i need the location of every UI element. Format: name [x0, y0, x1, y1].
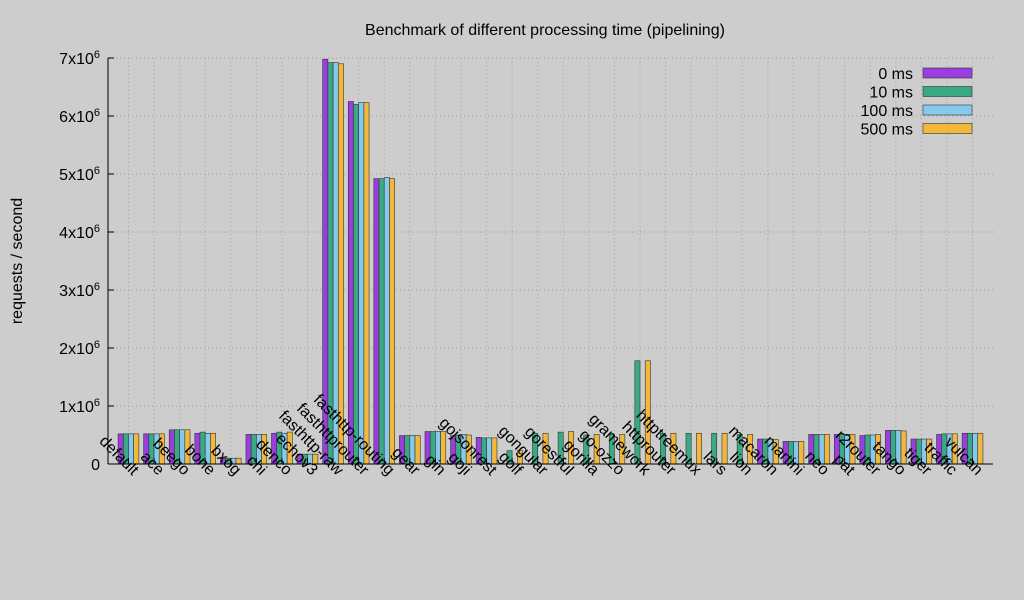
y-tick-label: 1x106 [59, 397, 100, 416]
y-tick-label: 5x106 [59, 165, 100, 184]
y-axis-label: requests / second [9, 198, 26, 324]
bar-fasthttp-routing-0ms [373, 178, 380, 465]
y-tick-label: 3x106 [59, 281, 100, 300]
y-tick-label: 4x106 [59, 223, 100, 242]
legend-label: 0 ms [878, 66, 913, 83]
chart-title: Benchmark of different processing time (… [365, 22, 725, 39]
y-tick-label: 2x106 [59, 339, 100, 358]
y-tick-exponent: 6 [94, 107, 100, 119]
y-tick-label: 0 [91, 457, 100, 474]
bar-fasthttp-raw-500ms [337, 63, 344, 465]
y-tick-label: 7x106 [59, 49, 100, 68]
bar-fasthttprouter-500ms [363, 102, 370, 465]
plot-frame [107, 58, 993, 465]
y-tick-exponent: 6 [94, 223, 100, 235]
bars [117, 58, 984, 465]
y-tick-exponent: 6 [94, 397, 100, 409]
legend-swatch [922, 104, 973, 116]
y-tick-exponent: 6 [94, 165, 100, 177]
legend-label: 10 ms [869, 85, 913, 102]
bar-fasthttprouter-10ms [353, 104, 359, 465]
y-tick-exponent: 6 [94, 281, 100, 293]
y-tick-exponent: 6 [94, 339, 100, 351]
bar-fasthttp-routing-10ms [378, 178, 385, 465]
bar-fasthttp-routing-100ms [383, 177, 390, 465]
bar-fasthttp-routing-500ms [389, 178, 395, 465]
legend-swatch [922, 67, 973, 79]
y-tick-label: 6x106 [59, 107, 100, 126]
bar-fasthttprouter-100ms [358, 102, 365, 465]
legend-swatch [922, 86, 973, 97]
legend-label: 100 ms [861, 103, 913, 120]
y-axis-ticks: 0 1x106 2x106 3x106 4x106 5x106 6x106 7x106 [59, 49, 114, 474]
bar-fasthttprouter-0ms [347, 101, 354, 465]
legend-swatch [922, 123, 973, 134]
legend-label: 500 ms [861, 122, 913, 139]
y-tick-exponent: 6 [94, 49, 100, 61]
